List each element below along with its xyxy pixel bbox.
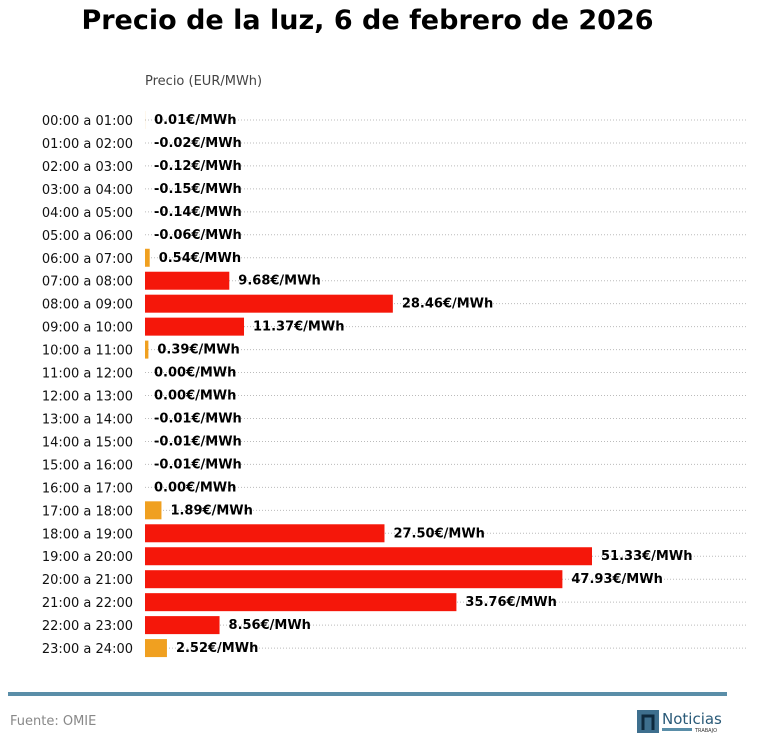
bar	[145, 524, 385, 543]
footer-divider	[8, 692, 727, 696]
data-label: -0.01€/MWh	[154, 457, 242, 472]
noticias-trabajo-logo: Noticias TRABAJO	[637, 710, 722, 734]
category-label: 03:00 a 04:00	[42, 183, 133, 198]
data-label: -0.02€/MWh	[154, 136, 242, 151]
data-label: -0.06€/MWh	[154, 228, 242, 243]
category-label: 11:00 a 12:00	[42, 367, 133, 382]
category-label: 22:00 a 23:00	[42, 619, 133, 634]
category-label: 21:00 a 22:00	[42, 596, 133, 611]
chart-title: Precio de la luz, 6 de febrero de 2026	[81, 5, 654, 36]
data-label: 0.00€/MWh	[154, 366, 236, 381]
category-label: 23:00 a 24:00	[42, 642, 133, 657]
category-label: 05:00 a 06:00	[42, 229, 133, 244]
data-label: 27.50€/MWh	[393, 526, 484, 541]
data-label: -0.12€/MWh	[154, 159, 242, 174]
data-label: 8.56€/MWh	[229, 618, 311, 633]
bar	[145, 593, 457, 612]
source-note: Fuente: OMIE	[10, 714, 97, 729]
category-label: 19:00 a 20:00	[42, 550, 133, 565]
data-label: -0.15€/MWh	[154, 182, 242, 197]
bar	[145, 271, 230, 290]
axis-label: Precio (EUR/MWh)	[145, 74, 263, 89]
data-label: 0.00€/MWh	[154, 480, 236, 495]
data-label: 47.93€/MWh	[571, 572, 662, 587]
bar	[145, 547, 592, 566]
bar	[145, 340, 149, 359]
data-label: 1.89€/MWh	[170, 503, 252, 518]
bar	[145, 317, 245, 336]
data-label: -0.01€/MWh	[154, 434, 242, 449]
svg-text:Noticias: Noticias	[662, 710, 722, 728]
bar	[145, 294, 393, 313]
data-label: -0.01€/MWh	[154, 411, 242, 426]
category-label: 07:00 a 08:00	[42, 275, 133, 290]
bar	[145, 248, 150, 267]
bar	[145, 570, 563, 589]
data-label: 0.39€/MWh	[157, 343, 239, 358]
category-label: 01:00 a 02:00	[42, 137, 133, 152]
category-label: 18:00 a 19:00	[42, 527, 133, 542]
data-label: 0.00€/MWh	[154, 389, 236, 404]
data-label: 2.52€/MWh	[176, 641, 258, 656]
category-label: 20:00 a 21:00	[42, 573, 133, 588]
data-label: 35.76€/MWh	[465, 595, 556, 610]
data-label: 9.68€/MWh	[238, 274, 320, 289]
data-label: 28.46€/MWh	[402, 297, 493, 312]
data-label: 0.54€/MWh	[159, 251, 241, 266]
data-label: 11.37€/MWh	[253, 320, 344, 335]
bar	[145, 501, 162, 520]
category-label: 09:00 a 10:00	[42, 321, 133, 336]
category-label: 17:00 a 18:00	[42, 504, 133, 519]
category-label: 00:00 a 01:00	[42, 114, 133, 129]
bar	[145, 639, 167, 658]
category-label: 12:00 a 13:00	[42, 390, 133, 405]
category-label: 04:00 a 05:00	[42, 206, 133, 221]
category-label: 13:00 a 14:00	[42, 412, 133, 427]
svg-text:TRABAJO: TRABAJO	[694, 728, 717, 734]
category-label: 15:00 a 16:00	[42, 458, 133, 473]
category-label: 02:00 a 03:00	[42, 160, 133, 175]
data-label: 51.33€/MWh	[601, 549, 692, 564]
category-label: 16:00 a 17:00	[42, 481, 133, 496]
category-label: 10:00 a 11:00	[42, 344, 133, 359]
category-label: 14:00 a 15:00	[42, 435, 133, 450]
category-label: 06:00 a 07:00	[42, 252, 133, 267]
category-label: 08:00 a 09:00	[42, 298, 133, 313]
data-label: -0.14€/MWh	[154, 205, 242, 220]
plot-area: 00:00 a 01:00 0.01€/MWh 01:00 a 02:00 -0.02…	[42, 111, 748, 658]
data-label: 0.01€/MWh	[154, 113, 236, 128]
bar	[145, 616, 220, 635]
